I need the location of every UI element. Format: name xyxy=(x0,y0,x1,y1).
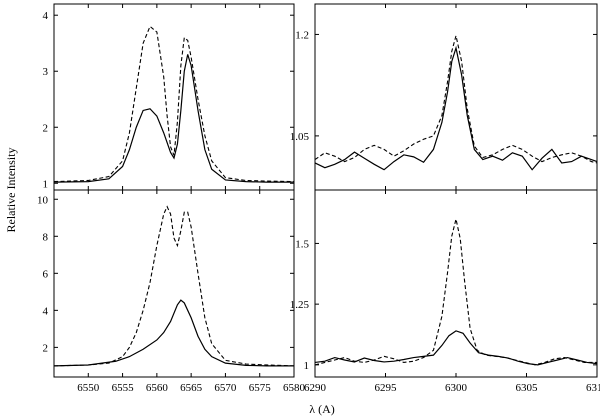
y-tick-label-top-left: 3 xyxy=(43,66,49,78)
series-line-bottom-left-solid xyxy=(53,299,294,367)
panel-top-right: 1.05 1.2 xyxy=(290,3,598,191)
y-tick-label-top-right: 1.2 xyxy=(295,29,309,41)
series-line-bottom-right-dashed xyxy=(314,219,597,366)
y-tick-label-bottom-left: 8 xyxy=(43,231,49,243)
x-tick-label-bottom-left: 6570 xyxy=(214,382,237,394)
x-tick-label-bottom-right: 6300 xyxy=(445,382,468,394)
y-tick-label-bottom-left: 4 xyxy=(43,305,49,317)
y-tick-label-bottom-left: 2 xyxy=(43,342,49,354)
plot-frame-top-left xyxy=(53,3,295,191)
y-tick-label-bottom-right: 1.5 xyxy=(295,238,309,250)
plot-frame-top-right xyxy=(314,3,598,191)
series-line-top-left-solid xyxy=(53,54,294,183)
series-line-top-left-dashed xyxy=(53,25,295,183)
y-tick-label-top-left: 4 xyxy=(43,10,49,22)
x-tick-label-bottom-left: 6580 xyxy=(283,382,306,394)
x-tick-label-bottom-right: 6305 xyxy=(516,382,539,394)
series-line-top-right-solid xyxy=(314,45,598,171)
y-tick-label-bottom-left: 6 xyxy=(43,268,49,280)
y-tick-label-top-left: 1 xyxy=(43,178,49,190)
plot-frame-bottom-left xyxy=(53,189,295,378)
x-tick-label-bottom-right: 6310 xyxy=(586,382,600,394)
panel-bottom-right: 6290 6295 6300 6305 6310 1 1.25 1.5 xyxy=(290,189,600,394)
series-line-bottom-left-dashed xyxy=(53,205,295,367)
y-axis-title: Relative Intensity xyxy=(4,148,18,233)
x-tick-label-bottom-left: 6555 xyxy=(112,382,135,394)
x-tick-label-bottom-left: 6550 xyxy=(77,382,100,394)
x-axis-title: λ (A) xyxy=(309,402,334,416)
panel-bottom-left: 6550 6555 6560 6565 6570 6575 6580 2 4 6 8 10 xyxy=(37,189,306,394)
x-tick-label-bottom-left: 6575 xyxy=(249,382,272,394)
series-line-top-right-dashed xyxy=(314,35,598,164)
x-tick-label-bottom-right: 6295 xyxy=(375,382,398,394)
series-line-bottom-right-solid xyxy=(314,330,598,366)
y-tick-label-bottom-right: 1.25 xyxy=(290,299,310,311)
x-tick-label-bottom-left: 6560 xyxy=(146,382,169,394)
x-tick-label-bottom-left: 6565 xyxy=(180,382,203,394)
y-tick-label-top-right: 1.05 xyxy=(290,131,310,143)
x-tick-label-bottom-right: 6290 xyxy=(304,382,327,394)
y-tick-label-bottom-right: 1 xyxy=(304,360,310,372)
y-tick-label-top-left: 2 xyxy=(43,122,49,134)
plot-frame-bottom-right xyxy=(314,189,598,378)
y-tick-label-bottom-left: 10 xyxy=(37,194,49,206)
panel-top-left: 1 2 3 4 xyxy=(43,3,295,191)
